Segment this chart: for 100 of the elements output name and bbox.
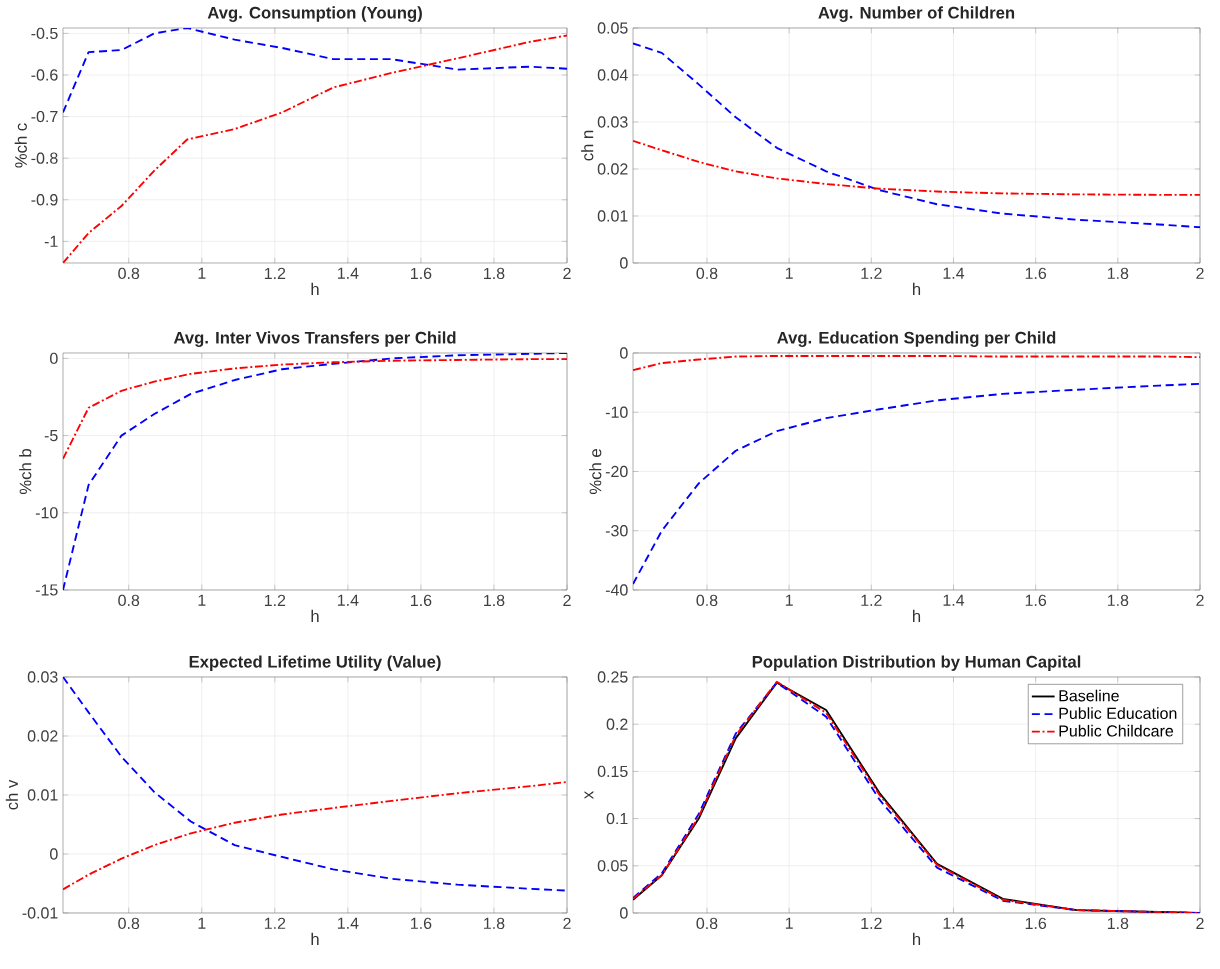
x-tick-label: 1.2 <box>861 267 882 279</box>
y-tick-label: 0 <box>50 848 58 860</box>
y-tick-label: 0.25 <box>597 671 628 683</box>
y-tick-label: 0.03 <box>27 671 58 683</box>
line-series <box>63 27 568 114</box>
legend-label: Public Education <box>1059 707 1177 720</box>
line-series <box>633 382 1201 586</box>
y-tick-label: -30 <box>605 525 628 537</box>
y-axis-title: ch n <box>581 130 594 161</box>
x-tick-label: 1.4 <box>943 917 965 929</box>
y-tick-label: -0.6 <box>31 69 58 81</box>
line-series <box>63 677 568 892</box>
x-tick-label: 2 <box>563 267 571 279</box>
y-axis-title: %ch c <box>14 123 27 168</box>
x-tick-label: 2 <box>1196 267 1204 279</box>
line-series <box>63 34 568 263</box>
x-tick-label: 1 <box>198 594 206 606</box>
x-tick-label: 1.4 <box>337 917 359 929</box>
y-tick-label: -40 <box>605 584 628 596</box>
legend-label: Baseline <box>1059 689 1119 702</box>
y-tick-label: 0.01 <box>27 789 58 801</box>
x-tick-label: 2 <box>1196 917 1204 929</box>
x-tick-label: 1.6 <box>411 917 432 930</box>
x-tick-label: 1.4 <box>337 594 359 606</box>
y-tick-label: 0.05 <box>597 860 628 872</box>
y-tick-label: -0.8 <box>31 152 58 164</box>
y-tick-label: -0.5 <box>31 27 58 40</box>
x-tick-label: 2 <box>1196 594 1204 606</box>
y-tick-label: 0.1 <box>606 812 628 825</box>
x-axis-title: h <box>311 932 319 945</box>
y-tick-label: 0.04 <box>597 69 628 81</box>
x-tick-label: 0.8 <box>118 267 140 280</box>
x-axis-title: h <box>913 609 921 622</box>
x-tick-label: 1.2 <box>264 267 286 279</box>
line-series <box>63 781 568 891</box>
x-axis-title: h <box>913 932 921 945</box>
y-tick-label: -20 <box>605 465 628 478</box>
y-tick-label: -5 <box>44 430 58 442</box>
x-tick-label: 2 <box>563 917 571 929</box>
y-tick-label: -10 <box>605 406 628 418</box>
y-tick-label: -15 <box>35 584 58 596</box>
x-tick-label: 0.8 <box>696 594 718 607</box>
y-tick-label: 0.02 <box>27 730 58 742</box>
chart-title: Avg. Inter Vivos Transfers per Child <box>173 331 456 347</box>
x-tick-label: 1.8 <box>1107 594 1129 607</box>
x-tick-label: 1 <box>785 594 793 606</box>
x-axis-title: h <box>311 609 319 622</box>
y-tick-label: 0.15 <box>597 765 628 778</box>
y-axis-title: %ch b <box>19 449 32 495</box>
x-tick-label: 0.8 <box>118 594 140 607</box>
x-tick-label: 1.2 <box>264 594 286 606</box>
chart-title: Expected Lifetime Utility (Value) <box>189 655 441 671</box>
x-tick-label: 2 <box>563 594 571 606</box>
y-tick-label: -0.01 <box>22 907 58 919</box>
y-axis-title: ch v <box>5 779 19 810</box>
x-tick-label: 1.6 <box>1025 594 1047 607</box>
x-tick-label: 1 <box>198 917 206 929</box>
x-tick-label: 1.4 <box>337 267 359 279</box>
y-axis-title: %ch e <box>589 449 602 495</box>
y-tick-label: -1 <box>44 235 58 247</box>
x-tick-label: 0.8 <box>696 267 718 280</box>
x-tick-label: 1.6 <box>411 267 432 280</box>
x-tick-label: 1.2 <box>264 917 286 929</box>
x-tick-label: 1.2 <box>861 594 882 606</box>
x-tick-label: 1.8 <box>1107 267 1129 280</box>
y-tick-label: -0.7 <box>31 110 58 123</box>
x-axis-title: h <box>311 282 319 295</box>
x-axis-title: h <box>913 282 921 295</box>
line-series <box>63 352 568 590</box>
x-tick-label: 0.8 <box>118 917 140 930</box>
x-tick-label: 1.8 <box>484 267 505 280</box>
y-tick-label: 0 <box>620 257 628 269</box>
x-tick-label: 1 <box>785 267 793 279</box>
chart-title: Avg. Consumption (Young) <box>207 6 422 22</box>
chart-title: Population Distribution by Human Capital <box>752 655 1081 671</box>
x-tick-label: 1.4 <box>943 594 965 606</box>
y-tick-label: 0.2 <box>606 718 628 730</box>
x-tick-label: 0.8 <box>696 917 718 930</box>
y-tick-label: -0.9 <box>31 194 58 206</box>
x-tick-label: 1.6 <box>1025 917 1047 930</box>
y-tick-label: -10 <box>35 507 58 519</box>
y-tick-label: 0 <box>620 347 628 359</box>
x-tick-label: 1.6 <box>411 594 432 607</box>
x-tick-label: 1.4 <box>943 267 965 279</box>
y-tick-label: 0.01 <box>597 210 628 222</box>
x-tick-label: 1.6 <box>1025 267 1047 280</box>
x-tick-label: 1.8 <box>1107 917 1129 930</box>
y-tick-label: 0.03 <box>597 116 628 128</box>
chart-title: Avg. Education Spending per Child <box>777 331 1056 347</box>
y-tick-label: 0 <box>50 352 58 365</box>
x-tick-label: 1.2 <box>861 917 882 929</box>
y-axis-title: x <box>584 791 594 799</box>
x-tick-label: 1.8 <box>484 594 505 607</box>
chart-title: Avg. Number of Children <box>818 6 1015 22</box>
x-tick-label: 1 <box>198 267 206 279</box>
legend-label: Public Childcare <box>1059 724 1174 737</box>
line-series <box>633 139 1201 196</box>
y-tick-label: 0.05 <box>597 22 628 34</box>
line-series <box>633 42 1201 229</box>
x-tick-label: 1 <box>785 917 793 929</box>
